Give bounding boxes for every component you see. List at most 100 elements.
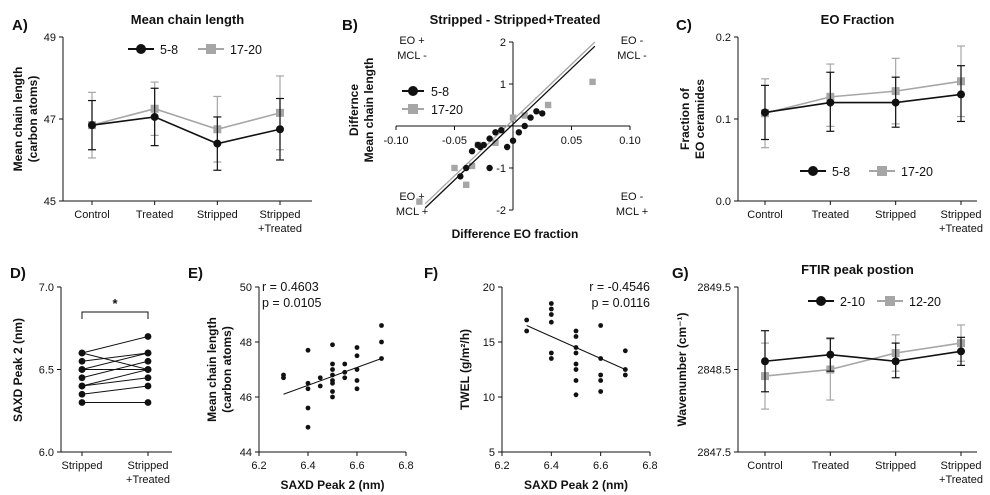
significance-bracket (81, 311, 149, 319)
data-point (957, 347, 965, 356)
panel-label: E) (188, 265, 203, 282)
legend-label: 5-8 (832, 165, 850, 179)
legend-marker (206, 44, 216, 54)
data-point (573, 350, 579, 356)
panel-b: B) Stripped - Stripped+Treated -0.10 -0.05 0… (342, 12, 648, 241)
data-point (548, 356, 554, 361)
data-point (891, 357, 900, 366)
data-point (281, 375, 286, 381)
data-point (88, 121, 96, 130)
x-tick-label: Control (747, 460, 782, 472)
data-point (548, 319, 554, 325)
y-axis-label: Mean chain length(carbon atoms) (11, 67, 40, 172)
data-point (354, 378, 360, 383)
y-tick-label: 6.5 (39, 365, 54, 377)
data-point (622, 372, 628, 378)
y-axis-label: Wavenumber (cm⁻¹) (675, 313, 689, 427)
x-tick-label: Stripped +Treated (939, 209, 983, 235)
data-point (524, 317, 530, 323)
data-point (213, 139, 222, 148)
data-point (548, 301, 554, 306)
x-tick-label: Stripped +Treated (939, 460, 983, 486)
y-tick-label: 20 (483, 282, 495, 294)
y-tick-label: 2848.5 (697, 365, 731, 377)
trend-line (424, 45, 596, 209)
pair-line (81, 360, 149, 379)
data-point (78, 399, 86, 406)
data-point (492, 139, 499, 146)
legend-marker (136, 44, 146, 54)
trend-line (424, 41, 596, 205)
y-tick-label: -2 (496, 205, 506, 217)
data-point (463, 181, 470, 188)
x-tick-label: 6.6 (349, 460, 364, 472)
legend-label: 12-20 (909, 295, 941, 309)
x-tick-label: Stripped (875, 460, 916, 472)
data-point (468, 162, 476, 170)
legend-marker (816, 296, 826, 306)
legend-label: 2-10 (840, 295, 865, 309)
data-point (379, 356, 384, 361)
data-point (144, 366, 152, 373)
pair-line (81, 377, 149, 387)
data-point (342, 361, 348, 367)
x-tick-label: Control (747, 209, 782, 221)
data-point (354, 353, 360, 359)
panel-label: F) (424, 265, 438, 282)
data-point (548, 306, 554, 312)
data-point (144, 382, 152, 390)
data-point (451, 164, 458, 172)
data-point (305, 424, 311, 430)
series-line (764, 350, 962, 363)
panel-label: G) (672, 265, 689, 282)
data-point (503, 143, 511, 151)
data-point (354, 386, 360, 392)
data-point (521, 122, 528, 130)
data-point (598, 378, 604, 383)
data-point (330, 372, 335, 378)
data-point (379, 339, 384, 345)
y-tick-label: 46 (240, 392, 252, 404)
legend-label: 5-8 (160, 43, 178, 57)
data-point (463, 164, 470, 172)
data-point (78, 390, 86, 398)
x-tick-label: Stripped (197, 209, 238, 221)
stat-p: p = 0.0116 (591, 296, 650, 310)
y-tick-label: 6.0 (39, 447, 54, 459)
data-point (144, 399, 152, 406)
x-tick-label: 6.8 (398, 460, 413, 472)
significance-marker: * (112, 296, 118, 311)
y-tick-label: 0.1 (716, 114, 731, 126)
data-point (480, 141, 487, 149)
data-point (573, 345, 579, 350)
data-point (539, 110, 546, 117)
y-axis-label: Mean chain length(carbon atoms) (205, 317, 234, 422)
data-point (598, 323, 604, 328)
panel-label: A) (12, 17, 28, 34)
data-point (573, 392, 579, 398)
x-tick-label: Control (74, 209, 109, 221)
legend-marker (885, 296, 895, 306)
data-point (330, 367, 335, 372)
data-point (317, 375, 323, 381)
data-point (317, 383, 323, 389)
x-axis-label: Difference EO fraction (452, 227, 579, 241)
data-point (589, 78, 596, 86)
y-tick-label: 48 (240, 337, 252, 349)
data-point (521, 112, 528, 119)
data-point (305, 380, 311, 386)
data-point (354, 345, 360, 350)
data-point (761, 108, 769, 117)
quadrant-label: EO -MCL + (616, 191, 648, 218)
x-axis-label: SAXD Peak 2 (nm) (524, 478, 628, 492)
data-point (826, 350, 835, 359)
panel-label: D) (10, 265, 26, 282)
panel-e: E) 44 46 48 50 6.2 6.4 6.6 6.8 r = 0.4603 p = 0.01… (188, 265, 414, 492)
quadrant-label: EO + MCL + (396, 191, 428, 218)
data-point (416, 198, 423, 205)
data-point (144, 374, 152, 382)
data-point (891, 98, 900, 107)
data-point (826, 98, 835, 107)
x-tick-label: 6.6 (593, 460, 608, 472)
data-point (305, 347, 311, 353)
